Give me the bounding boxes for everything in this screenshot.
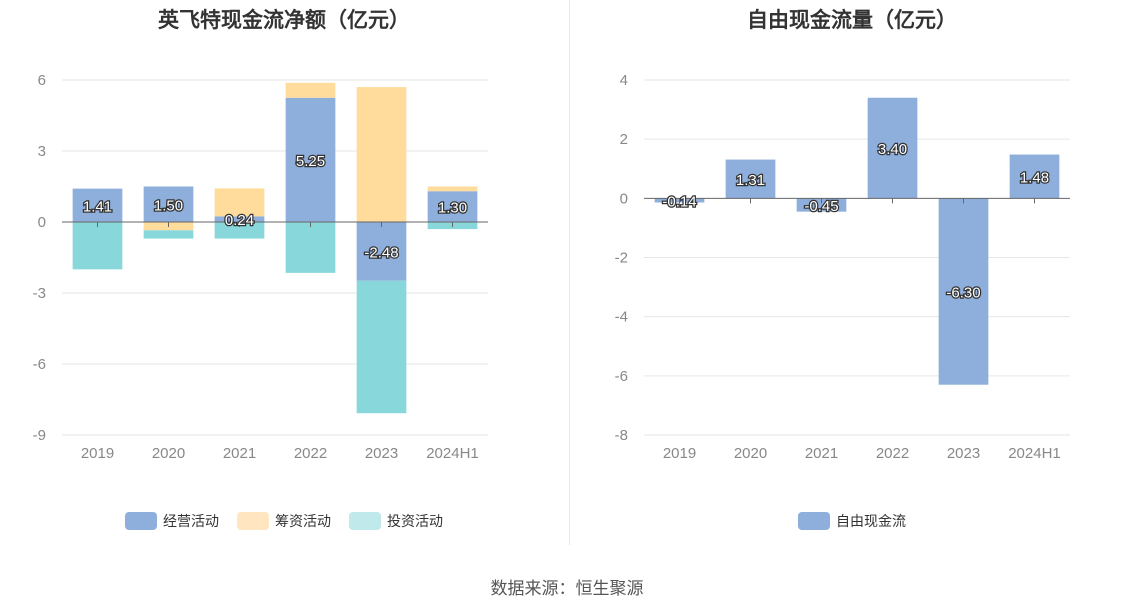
bar-free_cash_flow-2022 <box>867 97 918 199</box>
x-tick-label: 2022 <box>294 445 327 462</box>
y-tick-label: -6 <box>615 368 628 385</box>
y-tick-label: 4 <box>620 72 628 89</box>
bar-free_cash_flow-2020 <box>725 159 776 199</box>
data-label-operating-2024H1: 1.30 <box>438 200 467 217</box>
legend-swatch-free-cash-flow <box>798 512 830 530</box>
y-tick-label: -6 <box>33 356 46 373</box>
x-tick-label: 2020 <box>152 445 185 462</box>
x-tick-label: 2021 <box>805 445 838 462</box>
data-label-free_cash_flow-2021: -0.45 <box>804 198 838 215</box>
y-tick-label: -8 <box>615 427 628 444</box>
bar-investing-2019 <box>72 222 123 270</box>
x-tick-label: 2019 <box>663 445 696 462</box>
bar-free_cash_flow-2024H1 <box>1009 154 1060 199</box>
y-tick-label: 0 <box>38 214 46 231</box>
data-label-operating-2021: 0.24 <box>225 212 254 229</box>
bar-financing-2023 <box>356 87 407 222</box>
legend-item-investing[interactable]: 投资活动 <box>349 511 443 531</box>
data-label-free_cash_flow-2020: 1.31 <box>736 172 765 189</box>
bar-operating-2019 <box>72 188 123 222</box>
bar-operating-2022 <box>285 97 336 222</box>
legend-label-operating: 经营活动 <box>163 513 219 529</box>
legend-item-financing[interactable]: 筹资活动 <box>237 511 331 531</box>
data-label-operating-2022: 5.25 <box>296 153 325 170</box>
data-label-free_cash_flow-2024H1: 1.48 <box>1020 169 1049 186</box>
cash-flow-chart-title: 英飞特现金流净额（亿元） <box>158 9 410 32</box>
legend-label-investing: 投资活动 <box>387 513 443 529</box>
bar-operating-2023 <box>356 222 407 281</box>
bar-free_cash_flow-2021 <box>796 198 847 212</box>
y-tick-label: 3 <box>38 143 46 160</box>
x-tick-label: 2019 <box>81 445 114 462</box>
x-tick-label: 2020 <box>734 445 767 462</box>
x-tick-label: 2022 <box>876 445 909 462</box>
free-cash-flow-chart-title: 自由现金流量（亿元） <box>747 9 957 32</box>
legend-label-financing: 筹资活动 <box>275 513 331 529</box>
data-label-free_cash_flow-2022: 3.40 <box>878 141 907 158</box>
bar-investing-2020 <box>143 230 194 239</box>
legend-item-operating[interactable]: 经营活动 <box>125 511 219 531</box>
bar-free_cash_flow-2023 <box>938 198 989 385</box>
x-tick-label: 2023 <box>365 445 398 462</box>
bar-financing-2024H1 <box>427 186 478 192</box>
y-tick-label: 6 <box>38 72 46 89</box>
panel-divider <box>569 0 570 545</box>
y-tick-label: -3 <box>33 285 46 302</box>
y-tick-label: 0 <box>620 190 628 207</box>
data-source-note: 数据来源：恒生聚源 <box>490 579 644 598</box>
legend-swatch-financing <box>237 512 269 530</box>
bar-investing-2023 <box>356 280 407 414</box>
legend-swatch-operating <box>125 512 157 530</box>
legend-swatch-investing <box>349 512 381 530</box>
y-tick-label: 2 <box>620 131 628 148</box>
data-label-operating-2019: 1.41 <box>83 198 112 215</box>
bar-operating-2021 <box>214 216 265 222</box>
data-label-operating-2023: -2.48 <box>364 244 398 261</box>
free-cash-flow-chart-svg: 4 2 0 -2 -4 -6 -8 2019 2020 2021 2022 2023 2024H1 -0.… <box>615 72 1070 462</box>
legend-item-free-cash-flow[interactable]: 自由现金流 <box>798 511 906 531</box>
data-label-operating-2020: 1.50 <box>154 197 183 214</box>
cash-flow-legend: 经营活动 筹资活动 投资活动 <box>0 511 568 531</box>
bar-financing-2021 <box>214 188 265 217</box>
x-tick-label: 2023 <box>947 445 980 462</box>
cash-flow-chart-panel: 英飞特现金流净额（亿元） 6 3 0 -3 -6 -9 2019 2020 2021 2022 20… <box>0 0 568 545</box>
bar-financing-2022 <box>285 82 336 98</box>
free-cash-flow-chart-panel: 自由现金流量（亿元） 4 2 0 -2 -4 -6 -8 2019 2020 2021 2022 20… <box>570 0 1134 545</box>
x-tick-label: 2024H1 <box>1008 445 1061 462</box>
bar-operating-2020 <box>143 186 194 222</box>
cash-flow-chart-svg: 6 3 0 -3 -6 -9 2019 2020 2021 2022 2023 2024H1 1.41 1… <box>33 72 488 462</box>
data-label-free_cash_flow-2023: -6.30 <box>946 285 980 302</box>
bar-operating-2024H1 <box>427 191 478 222</box>
legend-label-free-cash-flow: 自由现金流 <box>836 513 906 529</box>
x-tick-label: 2024H1 <box>426 445 479 462</box>
x-tick-label: 2021 <box>223 445 256 462</box>
y-tick-label: -9 <box>33 427 46 444</box>
data-label-free_cash_flow-2019: -0.14 <box>662 193 696 210</box>
y-tick-label: -4 <box>615 309 628 326</box>
free-cash-flow-legend: 自由现金流 <box>570 511 1134 531</box>
bar-investing-2021 <box>214 222 265 239</box>
y-tick-label: -2 <box>615 250 628 267</box>
bar-investing-2022 <box>285 222 336 273</box>
